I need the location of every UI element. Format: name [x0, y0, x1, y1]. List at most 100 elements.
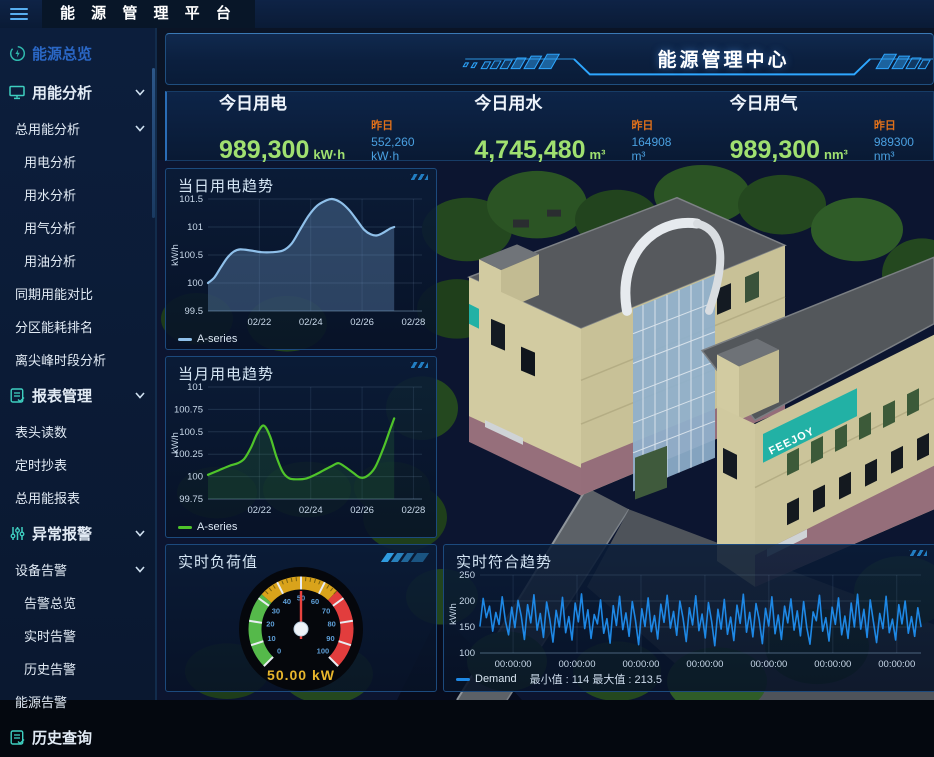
sidebar-item-label: 能源总览 — [32, 43, 92, 64]
sidebar-item-electricity-analysis[interactable]: 用电分析 — [0, 145, 155, 178]
sidebar-item-zone-energy-ranking[interactable]: 分区能耗排名 — [0, 310, 155, 343]
svg-text:90: 90 — [326, 634, 334, 643]
chevron-down-icon[interactable] — [135, 392, 145, 399]
svg-text:00:00:00: 00:00:00 — [559, 659, 596, 670]
kpi-prev-label: 昨日 — [874, 117, 933, 133]
sidebar-item-energy-analysis[interactable]: 用能分析 — [0, 73, 155, 112]
sidebar-item-gas-analysis[interactable]: 用气分析 — [0, 211, 155, 244]
svg-text:20: 20 — [266, 620, 274, 629]
sidebar-item-oil-analysis[interactable]: 用油分析 — [0, 244, 155, 277]
svg-text:02/24: 02/24 — [299, 505, 323, 516]
svg-text:100.5: 100.5 — [179, 250, 203, 261]
main-dashboard: FEEJOY — [157, 28, 934, 700]
panel-realtime-load: 实时负荷值 0102030405060708090100 50.00 kW — [165, 544, 437, 692]
monitor-icon — [8, 85, 26, 100]
sidebar-item-label: 总用能报表 — [15, 488, 80, 507]
svg-text:250: 250 — [459, 570, 475, 581]
svg-text:kW/h: kW/h — [170, 432, 181, 454]
report-icon — [8, 388, 26, 403]
svg-text:100: 100 — [187, 278, 203, 289]
svg-text:101: 101 — [187, 382, 203, 393]
sidebar-item-label: 同期用能对比 — [15, 284, 93, 303]
chevron-down-icon[interactable] — [135, 89, 145, 96]
kpi-value: 989,300 — [730, 138, 820, 163]
hamburger-menu-icon[interactable] — [10, 8, 28, 20]
kpi-prev-label: 昨日 — [371, 117, 422, 133]
sidebar-item-realtime-alarm[interactable]: 实时告警 — [0, 619, 155, 652]
topbar: 能 源 管 理 平 台 — [0, 0, 934, 28]
sidebar-scrollbar[interactable] — [152, 68, 155, 218]
sidebar-item-device-alarm[interactable]: 设备告警 — [0, 553, 155, 586]
sidebar-item-label: 用水分析 — [24, 185, 76, 204]
chart-legend: A-series — [178, 521, 237, 533]
sidebar-item-energy-alarm[interactable]: 能源告警 — [0, 685, 155, 718]
sidebar-item-scheduled-reading[interactable]: 定时抄表 — [0, 448, 155, 481]
chevron-down-icon[interactable] — [135, 530, 145, 537]
legend-dash — [456, 678, 470, 681]
sidebar-item-label: 实时告警 — [24, 626, 76, 645]
svg-text:00:00:00: 00:00:00 — [878, 659, 915, 670]
energy-overview-icon — [8, 45, 26, 62]
kpi-prev-value: 552,260 kW·h — [371, 135, 422, 163]
sidebar-item-label: 异常报警 — [32, 523, 92, 544]
svg-text:80: 80 — [327, 620, 335, 629]
app-title: 能 源 管 理 平 台 — [42, 0, 255, 28]
legend-label: Demand — [475, 673, 517, 685]
sidebar-item-meter-reading[interactable]: 表头读数 — [0, 415, 155, 448]
sidebar-item-history-alarm[interactable]: 历史告警 — [0, 652, 155, 685]
svg-text:70: 70 — [322, 606, 330, 615]
svg-text:02/24: 02/24 — [299, 317, 323, 328]
sidebar-item-label: 能源告警 — [15, 692, 67, 711]
sidebar-item-label: 设备告警 — [15, 560, 67, 579]
svg-text:100: 100 — [459, 648, 475, 659]
sidebar-item-energy-overview[interactable]: 能源总览 — [0, 34, 155, 73]
svg-text:150: 150 — [459, 622, 475, 633]
chevron-down-icon[interactable] — [135, 566, 145, 573]
sidebar-item-water-analysis[interactable]: 用水分析 — [0, 178, 155, 211]
chart-legend: Demand 最小值 : 114 最大值 : 213.5 — [456, 671, 662, 687]
kpi-prev-label: 昨日 — [631, 117, 677, 133]
svg-text:99.5: 99.5 — [185, 306, 204, 317]
kpi-unit: nm³ — [824, 147, 848, 163]
kpi-value: 4,745,480 — [474, 138, 585, 163]
svg-text:200: 200 — [459, 596, 475, 607]
sidebar-item-label: 用气分析 — [24, 218, 76, 237]
svg-text:00:00:00: 00:00:00 — [750, 659, 787, 670]
sidebar-item-total-energy-analysis[interactable]: 总用能分析 — [0, 112, 155, 145]
sidebar-item-alarm-overview[interactable]: 告警总览 — [0, 586, 155, 619]
kpi-title: 今日用气 — [730, 89, 933, 114]
sidebar-item-label: 表头读数 — [15, 422, 67, 441]
kpi-unit: kW·h — [313, 147, 345, 163]
svg-text:02/28: 02/28 — [402, 317, 426, 328]
kpi-prev-value: 989300 nm³ — [874, 135, 933, 163]
sidebar-item-total-energy-report[interactable]: 总用能报表 — [0, 481, 155, 514]
chevron-down-icon[interactable] — [135, 125, 145, 132]
svg-text:02/26: 02/26 — [350, 505, 374, 516]
legend-label: A-series — [197, 333, 237, 345]
sidebar-item-label: 用能分析 — [32, 82, 92, 103]
sidebar-item-peak-offpeak-analysis[interactable]: 离尖峰时段分析 — [0, 343, 155, 376]
sidebar-item-same-period-comparison[interactable]: 同期用能对比 — [0, 277, 155, 310]
sidebar-item-label: 离尖峰时段分析 — [15, 350, 106, 369]
svg-text:02/22: 02/22 — [247, 317, 271, 328]
sidebar: 能源总览用能分析总用能分析用电分析用水分析用气分析用油分析同期用能对比分区能耗排… — [0, 28, 157, 700]
legend-stats: 最小值 : 114 最大值 : 213.5 — [530, 671, 662, 687]
svg-text:00:00:00: 00:00:00 — [495, 659, 532, 670]
slashes-decoration — [384, 553, 426, 562]
sidebar-item-abnormal-alarm[interactable]: 异常报警 — [0, 514, 155, 553]
sidebar-item-history-query[interactable]: 历史查询 — [0, 718, 155, 757]
svg-text:02/28: 02/28 — [402, 505, 426, 516]
history-icon — [8, 730, 26, 745]
gauge-value: 50.00 kW — [166, 667, 436, 683]
svg-text:100: 100 — [317, 646, 330, 655]
sidebar-item-report-management[interactable]: 报表管理 — [0, 376, 155, 415]
svg-text:30: 30 — [272, 606, 280, 615]
svg-text:02/22: 02/22 — [247, 505, 271, 516]
svg-text:100.75: 100.75 — [174, 404, 203, 415]
kpi-title: 今日用水 — [474, 89, 677, 114]
